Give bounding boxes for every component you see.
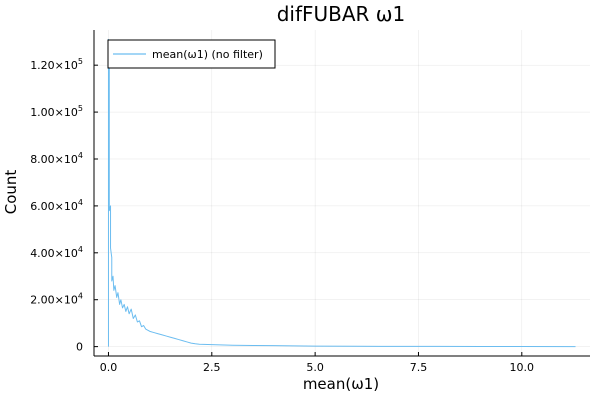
chart-title: difFUBAR ω1 bbox=[277, 2, 406, 26]
y-tick-label-2: 4.00×104 bbox=[30, 245, 83, 260]
grid bbox=[94, 30, 590, 356]
legend-label: mean(ω1) (no filter) bbox=[152, 48, 263, 61]
y-axis-label: Count bbox=[2, 170, 20, 215]
x-tick-label-2: 5.0 bbox=[306, 361, 324, 374]
x-tick-label-3: 7.5 bbox=[410, 361, 428, 374]
y-tick-label-4: 8.00×104 bbox=[30, 151, 83, 166]
series-line-0 bbox=[107, 38, 576, 348]
series-layer bbox=[107, 38, 576, 348]
plot-frame bbox=[93, 30, 590, 357]
x-tick-label-1: 2.5 bbox=[203, 361, 221, 374]
x-tick-label-0: 0.0 bbox=[100, 361, 118, 374]
x-tick-label-4: 10.0 bbox=[510, 361, 535, 374]
y-tick-label-6: 1.20×105 bbox=[30, 57, 83, 72]
x-axis-ticks: 0.0 2.5 5.0 7.5 10.0 bbox=[100, 352, 534, 374]
x-axis-label: mean(ω1) bbox=[303, 375, 379, 393]
y-axis-ticks: 0 2.00×104 4.00×104 6.00×104 8.00×104 1.00×10… bbox=[30, 57, 98, 354]
y-tick-label-5: 1.00×105 bbox=[30, 104, 83, 119]
y-tick-label-3: 6.00×104 bbox=[30, 198, 83, 213]
y-tick-label-1: 2.00×104 bbox=[30, 292, 83, 307]
y-tick-label-0: 0 bbox=[76, 341, 83, 354]
legend: mean(ω1) (no filter) bbox=[107, 39, 276, 69]
